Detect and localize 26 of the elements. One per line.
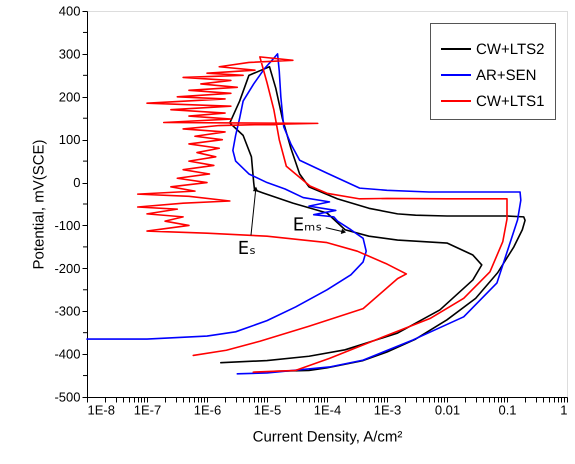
legend-label: AR+SEN (476, 67, 536, 84)
x-axis-title: Current Density, A/cm² (252, 428, 402, 446)
x-tick-label: 1E-7 (134, 402, 162, 418)
y-tick-label: -400 (54, 346, 80, 362)
y-tick-label: 200 (58, 89, 80, 104)
y-tick-label: 300 (58, 46, 80, 62)
x-tick-label: 0.01 (434, 402, 460, 418)
x-tick-label: 1E-5 (254, 402, 282, 418)
y-tick-label: -200 (54, 260, 80, 276)
y-tick-label: -300 (54, 304, 80, 319)
x-tick-label: 1E-4 (314, 402, 342, 418)
x-tick-label: 1E-8 (88, 402, 115, 418)
annotation: Eₛ (238, 238, 256, 260)
y-tick-label: -100 (54, 218, 80, 233)
y-axis-title: Potential, mV(SCE) (30, 139, 48, 270)
x-tick-label: 1 (560, 402, 568, 418)
legend-label: CW+LTS2 (476, 41, 544, 58)
y-tick-label: 400 (58, 4, 80, 18)
x-tick-label: 1E-6 (194, 402, 222, 418)
x-tick-label: 1E-3 (374, 402, 402, 418)
legend-label: CW+LTS1 (476, 93, 544, 110)
y-tick-label: 100 (58, 132, 80, 148)
y-tick-label: -500 (54, 390, 80, 404)
annotation: Eₘₛ (292, 214, 322, 236)
y-tick-label: 0 (73, 175, 80, 190)
x-tick-label: 0.1 (498, 402, 517, 418)
